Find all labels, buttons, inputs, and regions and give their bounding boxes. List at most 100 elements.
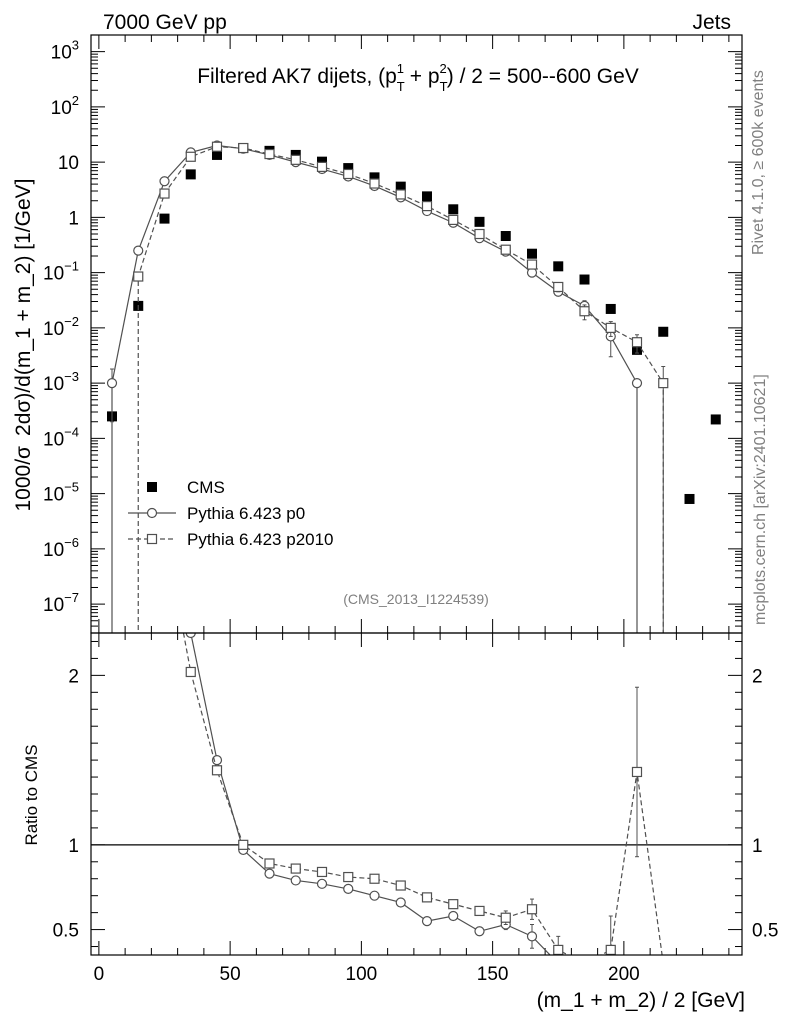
p2010-point xyxy=(369,178,380,189)
ratio-p2010-point xyxy=(316,866,328,878)
ratio-y-tick-label: 1 xyxy=(68,836,79,857)
cms-data-point xyxy=(605,303,616,314)
ratio-p2010-point xyxy=(580,959,589,968)
p2010-point xyxy=(133,271,144,282)
legend-marker-cms xyxy=(147,482,157,492)
p2010-point xyxy=(553,281,564,293)
cms-data-point xyxy=(422,191,432,202)
legend-label: Pythia 6.423 p2010 xyxy=(187,530,334,549)
legend-marker xyxy=(146,533,158,545)
x-tick-label: 50 xyxy=(220,964,241,985)
y-tick-label: 10−6 xyxy=(43,535,79,561)
cms-data-point xyxy=(527,248,537,259)
x-tick-label: 0 xyxy=(94,964,105,985)
ratio-p0-point xyxy=(343,883,354,895)
series-line-p2010 xyxy=(137,146,664,633)
y-tick-label: 10 xyxy=(58,153,79,174)
p2010-point xyxy=(395,189,406,200)
ratio-p0-point xyxy=(108,332,117,341)
cms-data-point xyxy=(185,169,196,180)
y-tick-label: 10−4 xyxy=(43,424,79,450)
ratio-p0-point xyxy=(185,633,196,639)
ratio-p2010-point xyxy=(605,944,616,955)
cms-data-point xyxy=(448,204,459,215)
p2010-point xyxy=(185,151,196,162)
p2010-point xyxy=(290,154,301,165)
y-tick-label: 102 xyxy=(51,93,79,119)
ratio-p0-point xyxy=(474,926,485,937)
x-tick-label: 200 xyxy=(608,964,640,985)
x-axis-label: (m_1 + m_2) / 2 [GeV] xyxy=(537,989,745,1012)
ratio-p2010-point xyxy=(474,905,485,917)
y-tick-label: 10−7 xyxy=(43,590,79,616)
ratio-p0-point xyxy=(448,910,459,922)
main-y-axis-label: 1000/σ2dσ)/d(m_1 + m_2) [1/GeV] xyxy=(12,178,35,511)
ratio-p0-point xyxy=(421,916,433,927)
ratio-plot-area: 0 50 100 150 200 2 2 1 1 0.5 0.5 xyxy=(53,332,778,985)
ratio-p0-point xyxy=(369,890,380,901)
legend-label: CMS xyxy=(187,478,225,497)
p2010-point xyxy=(211,141,223,152)
p2010-point xyxy=(474,228,485,240)
ratio-p2010-point xyxy=(421,892,433,903)
y-tick-label: 10−2 xyxy=(43,314,79,340)
cms-data-point xyxy=(684,493,695,504)
ratio-p0-point xyxy=(526,931,538,942)
ratio-p0-point xyxy=(554,959,563,968)
ratio-p0-point xyxy=(211,755,223,766)
ratio-p0-point xyxy=(580,959,589,968)
legend: CMS Pythia 6.423 p0 Pythia 6.423 p2010 xyxy=(128,478,334,549)
analysis-watermark: (CMS_2013_I1224539) xyxy=(343,591,489,607)
ratio-p0-point xyxy=(316,878,328,889)
ratio-y-tick-label: 0.5 xyxy=(53,921,79,942)
ratio-p2010-point xyxy=(160,527,169,536)
ratio-y-tick-label-right: 2 xyxy=(752,666,763,687)
p2010-point xyxy=(526,259,538,270)
ratio-series-group xyxy=(108,332,668,968)
ratio-p2010-point xyxy=(238,839,249,850)
p2010-point xyxy=(421,200,433,212)
x-tick-label: 150 xyxy=(477,964,509,985)
ratio-p2010-point xyxy=(500,912,511,923)
ratio-p2010-point xyxy=(343,871,354,883)
x-tick-label: 100 xyxy=(346,964,378,985)
ratio-p2010-point xyxy=(211,765,223,776)
cms-data-point xyxy=(395,181,406,192)
p2010-point xyxy=(159,188,170,199)
ratio-p0-point xyxy=(395,897,406,908)
cms-data-point xyxy=(553,261,564,272)
cms-data-point xyxy=(710,414,721,425)
legend-label: Pythia 6.423 p0 xyxy=(187,504,305,523)
p0-point xyxy=(631,378,643,389)
legend-marker xyxy=(146,507,158,519)
p2010-point xyxy=(316,161,328,172)
p2010-point xyxy=(579,306,590,317)
ratio-p2010-point xyxy=(290,863,301,874)
ratio-p2010-point xyxy=(553,944,564,955)
ratio-p2010-point xyxy=(448,899,459,910)
p2010-point xyxy=(343,168,354,180)
ratio-p2010-point xyxy=(369,873,380,884)
cms-data-point xyxy=(343,163,354,174)
series-line-p0 xyxy=(111,144,638,633)
ratio-p2010-point xyxy=(631,766,643,778)
cms-data-point xyxy=(369,172,380,183)
y-tick-label: 10−5 xyxy=(43,480,79,506)
ratio-p2010-point xyxy=(659,959,668,968)
p0-point xyxy=(133,245,144,256)
p2010-point xyxy=(631,337,643,348)
p2010-point xyxy=(658,378,669,389)
cms-data-point xyxy=(579,274,590,285)
ratio-plot-frame xyxy=(90,632,743,956)
rivet-info-label: Rivet 4.1.0, ≥ 600k events xyxy=(750,70,767,255)
p2010-point xyxy=(264,148,275,160)
category-label: Jets xyxy=(692,11,731,34)
y-tick-label: 10−3 xyxy=(43,369,79,395)
p2010-point xyxy=(448,214,459,226)
cms-data-point xyxy=(658,326,669,337)
cms-data-point xyxy=(317,156,327,167)
ratio-y-tick-label-right: 1 xyxy=(752,836,763,857)
ratio-p2010-point xyxy=(264,858,275,869)
